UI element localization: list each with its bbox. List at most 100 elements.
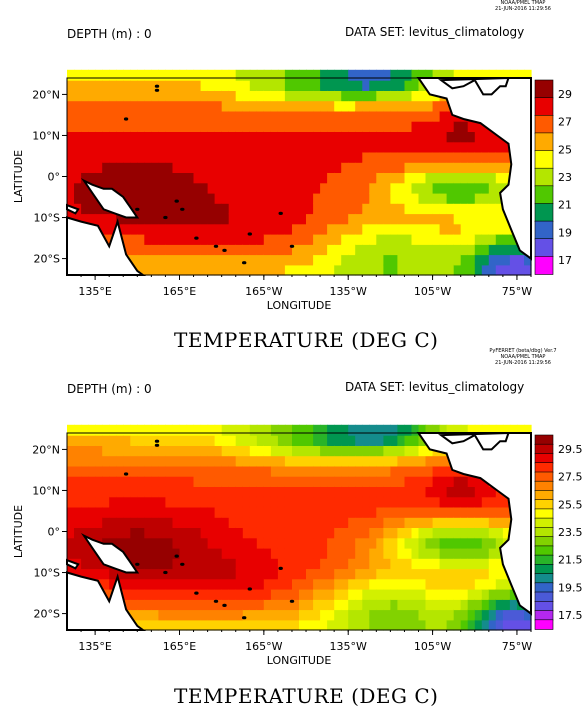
heatmap-cell	[439, 619, 448, 631]
heatmap-cell	[207, 121, 216, 132]
heatmap-cell	[495, 254, 504, 266]
heatmap-cell	[397, 496, 405, 508]
heatmap-cell	[467, 558, 476, 570]
heatmap-cell	[488, 578, 497, 590]
heatmap-cell	[270, 162, 279, 173]
heatmap-cell	[313, 599, 321, 611]
heatmap-cell	[488, 424, 497, 436]
island	[123, 472, 129, 476]
heatmap-cell	[158, 141, 166, 153]
heatmap-cell	[524, 69, 532, 81]
heatmap-cell	[193, 182, 202, 194]
heatmap-cell	[299, 424, 307, 436]
heatmap-cell	[369, 90, 377, 102]
heatmap-cell	[270, 141, 279, 153]
heatmap-cell	[292, 537, 300, 549]
heatmap-cell	[488, 527, 497, 539]
heatmap-cell	[102, 213, 110, 225]
heatmap-cell	[207, 172, 216, 184]
heatmap-cell	[116, 568, 124, 580]
heatmap-cell	[214, 455, 223, 467]
heatmap-cell	[327, 244, 335, 256]
heatmap-cell	[355, 537, 363, 549]
heatmap-cell	[446, 223, 455, 235]
heatmap-cell	[179, 213, 188, 225]
heatmap-cell	[158, 192, 166, 204]
heatmap-cell	[228, 537, 237, 549]
heatmap-cell	[306, 455, 314, 467]
heatmap-cell	[460, 619, 469, 631]
heatmap-cell	[313, 496, 321, 508]
heatmap-cell	[221, 223, 230, 235]
heatmap-cell	[277, 203, 286, 215]
heatmap-cell	[488, 151, 497, 163]
heatmap-cell	[327, 496, 335, 508]
heatmap-cell	[425, 223, 434, 235]
heatmap-cell	[524, 609, 532, 621]
heatmap-cell	[221, 547, 230, 559]
heatmap-cell	[144, 192, 152, 204]
heatmap-cell	[249, 424, 258, 436]
heatmap-cell	[88, 172, 96, 184]
heatmap-cell	[151, 254, 159, 266]
heatmap-cell	[207, 264, 216, 276]
heatmap-cell	[277, 465, 286, 477]
heatmap-cell	[263, 609, 272, 621]
heatmap-cell	[320, 496, 328, 508]
heatmap-cell	[263, 131, 272, 143]
heatmap-cell	[509, 234, 518, 245]
heatmap-cell	[348, 435, 356, 446]
heatmap-cell	[355, 141, 363, 153]
heatmap-cell	[334, 192, 342, 204]
heatmap-cell	[116, 537, 124, 549]
heatmap-cell	[369, 162, 377, 173]
island	[180, 562, 185, 566]
heatmap-cell	[67, 121, 75, 132]
heatmap-cell	[383, 506, 391, 518]
heatmap-cell	[348, 424, 356, 436]
heatmap-cell	[74, 486, 82, 498]
heatmap-cell	[320, 234, 328, 245]
heatmap-cell	[369, 424, 377, 436]
heatmap-cell	[397, 244, 405, 256]
heatmap-cell	[397, 121, 405, 132]
heatmap-cell	[369, 445, 377, 457]
heatmap-cell	[446, 424, 455, 436]
heatmap-cell	[362, 496, 370, 508]
heatmap-cell	[74, 455, 82, 467]
heatmap-cell	[439, 476, 448, 487]
heatmap-cell	[425, 465, 434, 477]
heatmap-cell	[186, 496, 195, 508]
heatmap-cell	[446, 527, 455, 539]
heatmap-cell	[200, 445, 209, 457]
heatmap-cell	[214, 465, 223, 477]
heatmap-cell	[74, 110, 82, 122]
heatmap-cell	[502, 506, 511, 518]
heatmap-cell	[348, 527, 356, 539]
colorbar: 29.527.525.523.521.519.517.5	[534, 434, 583, 630]
heatmap-cell	[446, 141, 455, 153]
heatmap-cell	[397, 486, 405, 498]
heatmap-cell	[474, 537, 483, 549]
heatmap-cell	[249, 609, 258, 621]
heatmap-cell	[495, 192, 504, 204]
heatmap-cell	[327, 151, 335, 163]
heatmap-cell	[235, 476, 244, 487]
heatmap-cell	[432, 203, 441, 215]
heatmap-cell	[172, 465, 181, 477]
heatmap-cell	[67, 445, 75, 457]
heatmap-cell	[88, 506, 96, 518]
heatmap-cell	[81, 465, 89, 477]
heatmap-cell	[446, 182, 455, 194]
heatmap-cell	[383, 496, 391, 508]
heatmap-cell	[341, 517, 349, 528]
heatmap-cell	[425, 609, 434, 621]
heatmap-cell	[334, 506, 342, 518]
heatmap-cell	[425, 424, 434, 436]
heatmap-cell	[256, 609, 265, 621]
ferret-credit-1: NOAA/PMEL TMAP 21-JUN-2016 11:29:56	[478, 0, 568, 12]
heatmap-cell	[411, 80, 420, 91]
heatmap-cell	[404, 172, 413, 184]
heatmap-cell	[242, 100, 251, 112]
heatmap-cell	[439, 121, 448, 132]
